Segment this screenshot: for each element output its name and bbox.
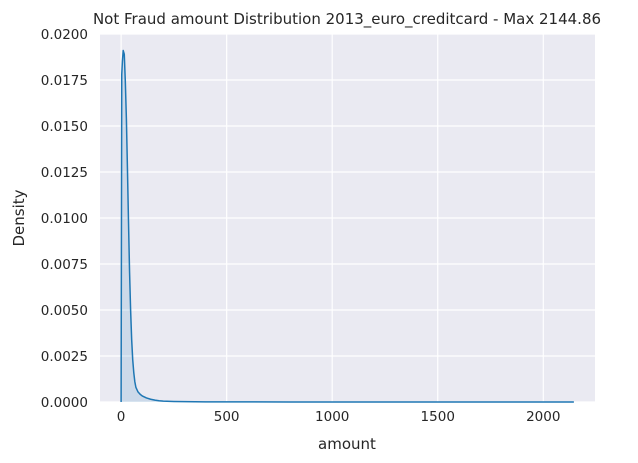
y-tick-label: 0.0125 bbox=[41, 165, 88, 181]
y-axis-ticks: 0.0000 0.0025 0.0050 0.0075 0.0100 0.0125 0.01… bbox=[41, 27, 88, 411]
density-line bbox=[120, 49, 574, 403]
density-series bbox=[120, 49, 574, 403]
x-tick-label: 1000 bbox=[315, 409, 349, 425]
x-tick-label: 500 bbox=[214, 409, 240, 425]
x-tick-label: 1500 bbox=[421, 409, 455, 425]
x-tick-label: 2000 bbox=[526, 409, 560, 425]
chart-title: Not Fraud amount Distribution 2013_euro_… bbox=[93, 10, 601, 29]
y-tick-label: 0.0050 bbox=[41, 303, 88, 319]
grid-lines bbox=[100, 33, 595, 403]
y-axis-label: Density bbox=[10, 189, 28, 246]
y-tick-label: 0.0000 bbox=[41, 395, 88, 411]
x-tick-label: 0 bbox=[117, 409, 126, 425]
y-tick-label: 0.0025 bbox=[41, 349, 88, 365]
y-tick-label: 0.0150 bbox=[41, 119, 88, 135]
x-axis-ticks: 0 500 1000 1500 2000 bbox=[117, 409, 561, 425]
x-axis-label: amount bbox=[318, 435, 376, 453]
y-tick-label: 0.0175 bbox=[41, 73, 88, 89]
y-tick-label: 0.0100 bbox=[41, 211, 88, 227]
y-tick-label: 0.0075 bbox=[41, 257, 88, 273]
y-tick-label: 0.0200 bbox=[41, 27, 88, 43]
